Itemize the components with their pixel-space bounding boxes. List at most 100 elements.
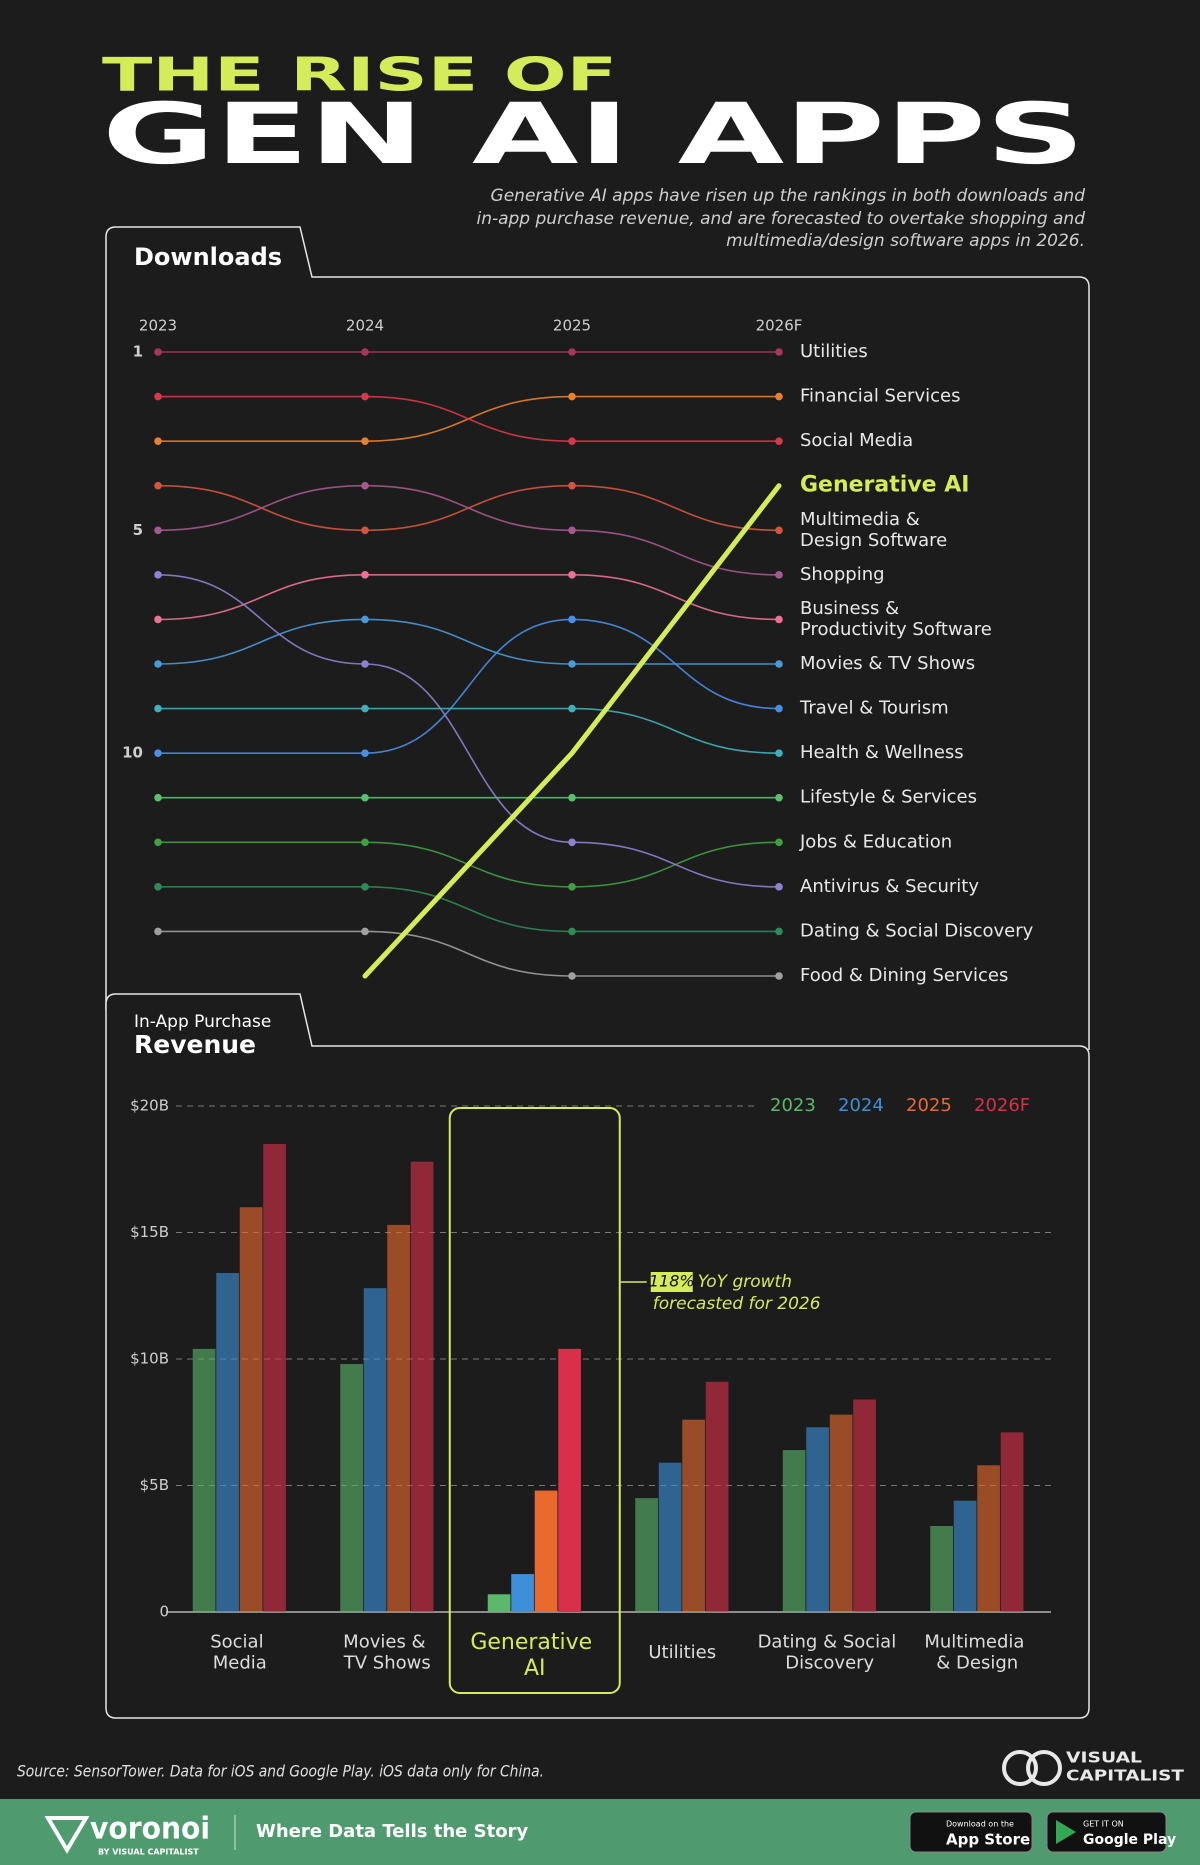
bar <box>487 1594 511 1612</box>
bar <box>387 1224 410 1612</box>
rank-dot <box>568 838 576 847</box>
rank-dot <box>154 437 162 445</box>
x-tick-label: 2023 <box>139 317 177 335</box>
app-store-badge[interactable] <box>909 1811 1033 1853</box>
highlight-box <box>448 1107 621 1694</box>
rank-dot <box>775 571 783 579</box>
rank-dot <box>361 437 369 445</box>
legend-bg <box>758 1092 1057 1120</box>
logo-icon <box>1002 1750 1038 1786</box>
x-tick-label: 2024 <box>346 317 384 335</box>
rank-dot <box>775 437 783 445</box>
bar <box>263 1143 286 1612</box>
rank-dot <box>361 615 369 624</box>
rank-dot <box>361 749 369 757</box>
badge-large: App Store <box>946 1831 1030 1849</box>
panel-title: Downloads <box>134 243 282 271</box>
rank-line <box>157 484 780 576</box>
bar <box>239 1207 263 1612</box>
rank-line <box>157 395 780 442</box>
panel-title: Revenue <box>134 1030 256 1059</box>
rank-dot <box>361 571 369 579</box>
rank-dot <box>568 927 576 936</box>
bar <box>829 1414 853 1612</box>
bar <box>635 1498 658 1612</box>
rank-dot <box>568 793 576 802</box>
highlight-line <box>362 483 782 979</box>
rank-dot <box>568 437 576 445</box>
bar <box>192 1348 216 1612</box>
bar <box>558 1348 581 1612</box>
bar <box>658 1462 682 1612</box>
google-play-badge[interactable] <box>1046 1811 1167 1853</box>
series-label: Movies & TV Shows <box>800 653 975 674</box>
rank-dot <box>775 838 783 847</box>
y-tick-label: 0 <box>159 1603 169 1621</box>
tagline: Where Data Tells the Story <box>256 1821 528 1842</box>
panel <box>105 226 1090 1050</box>
legend-entry: 2026F <box>974 1095 1030 1116</box>
y-tick-label: $15B <box>130 1223 169 1241</box>
rank-dot <box>775 348 783 356</box>
bar <box>853 1399 876 1612</box>
rank-dot <box>361 660 369 668</box>
rank-line <box>157 930 780 977</box>
x-tick-label: Multimedia & Design <box>924 1632 1030 1674</box>
rank-dot <box>154 526 162 535</box>
rank-dot <box>361 927 369 936</box>
rank-dot <box>775 793 783 802</box>
rank-line <box>157 574 780 621</box>
y-tick-label: 10 <box>122 744 143 762</box>
rank-line <box>157 574 780 888</box>
y-tick-label: $5B <box>140 1476 169 1494</box>
rank-dot <box>154 838 162 847</box>
series-label: Utilities <box>800 341 868 362</box>
subtitle: Generative AI apps have risen up the ran… <box>476 186 1085 251</box>
series-label: Health & Wellness <box>800 742 964 763</box>
bar <box>705 1381 729 1612</box>
rank-line <box>157 841 780 888</box>
brand-logo: VISUAL CAPITALIST <box>1002 1749 1185 1786</box>
rank-dot <box>775 927 783 936</box>
series-label: Business & Productivity Software <box>800 598 992 640</box>
rank-dot <box>568 883 576 891</box>
bar <box>782 1450 806 1612</box>
bump-chart: 2023 2024 2025 2026F 1 5 10 Utilities Financial … <box>122 317 1034 987</box>
series-label: Travel & Tourism <box>799 698 949 719</box>
y-tick-label: $10B <box>130 1350 169 1368</box>
bar <box>363 1288 387 1612</box>
rank-dot <box>361 838 369 847</box>
kicker: THE RISE OF <box>102 48 617 102</box>
x-tick-label: Dating & Social Discovery <box>758 1632 902 1674</box>
rank-dot <box>775 972 783 980</box>
legend-entry: 2023 <box>770 1095 816 1116</box>
rank-line <box>157 618 780 754</box>
rank-dot <box>775 704 783 713</box>
bar <box>216 1272 239 1612</box>
rank-dot <box>361 481 369 490</box>
rank-dot <box>775 615 783 624</box>
x-tick-label: Movies & TV Shows <box>343 1632 432 1674</box>
rank-dot <box>568 704 576 713</box>
y-tick-label: 5 <box>133 521 143 539</box>
series-label: Dating & Social Discovery <box>800 920 1034 941</box>
rank-dot <box>361 793 369 802</box>
rank-dot <box>568 526 576 535</box>
rank-dot <box>154 793 162 802</box>
logo-icon <box>1026 1750 1062 1786</box>
rank-line <box>157 707 780 754</box>
series-label: Multimedia & Design Software <box>800 509 947 551</box>
rank-dot <box>568 481 576 490</box>
rank-dot <box>775 660 783 668</box>
rank-dot <box>361 526 369 535</box>
rank-dot <box>154 348 162 356</box>
x-tick-label: Generative AI <box>470 1630 599 1681</box>
legend-entry: 2025 <box>906 1095 952 1116</box>
series-label: Generative AI <box>800 473 969 498</box>
series-label: Shopping <box>800 564 885 585</box>
badge-small: Download on the <box>946 1820 1014 1829</box>
brand-text: VISUAL <box>1066 1749 1143 1767</box>
annotation-value: 118% <box>649 1272 695 1291</box>
